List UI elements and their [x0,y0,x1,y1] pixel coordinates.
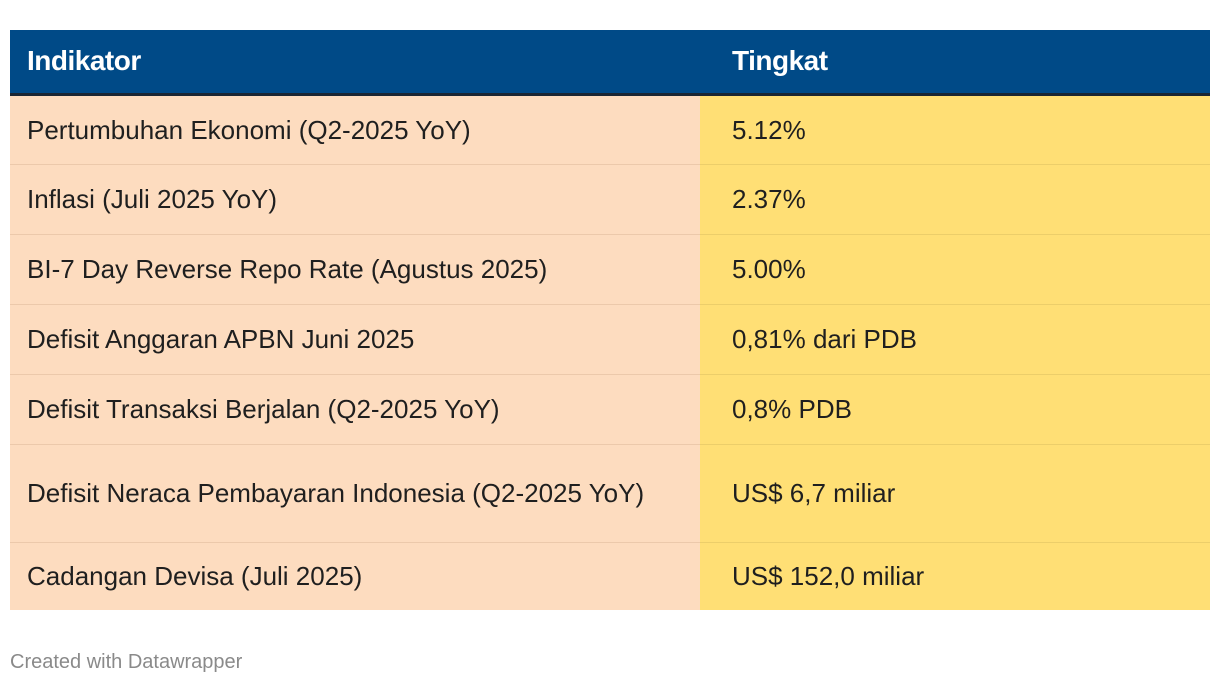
value-cell: 0,81% dari PDB [700,303,1210,374]
indicator-cell: BI-7 Day Reverse Repo Rate (Agustus 2025… [10,233,700,304]
header-indikator[interactable]: Indikator [10,30,700,96]
value-cell: 2.37% [700,163,1210,234]
indicator-cell: Defisit Transaksi Berjalan (Q2-2025 YoY) [10,373,700,444]
header-tingkat[interactable]: Tingkat [700,30,1210,96]
indicator-cell: Defisit Anggaran APBN Juni 2025 [10,303,700,374]
table-row: Inflasi (Juli 2025 YoY) 2.37% [10,163,1210,234]
value-cell: US$ 6,7 miliar [700,443,1210,542]
indicator-cell: Cadangan Devisa (Juli 2025) [10,541,700,610]
table-header-row: Indikator Tingkat [10,30,1210,96]
datawrapper-credit[interactable]: Created with Datawrapper [10,651,243,673]
table-row: Pertumbuhan Ekonomi (Q2-2025 YoY) 5.12% [10,94,1210,164]
indicator-cell: Pertumbuhan Ekonomi (Q2-2025 YoY) [10,94,700,164]
table-row: BI-7 Day Reverse Repo Rate (Agustus 2025… [10,233,1210,304]
value-cell: US$ 152,0 miliar [700,541,1210,610]
value-cell: 5.00% [700,233,1210,304]
table-row: Defisit Transaksi Berjalan (Q2-2025 YoY)… [10,373,1210,444]
value-cell: 0,8% PDB [700,373,1210,444]
indicator-cell: Inflasi (Juli 2025 YoY) [10,163,700,234]
table-row: Defisit Neraca Pembayaran Indonesia (Q2-… [10,443,1210,542]
data-table: Indikator Tingkat Pertumbuhan Ekonomi (Q… [10,30,1210,610]
table-row: Cadangan Devisa (Juli 2025) US$ 152,0 mi… [10,541,1210,610]
indicator-cell: Defisit Neraca Pembayaran Indonesia (Q2-… [10,443,700,542]
data-table-container: Indikator Tingkat Pertumbuhan Ekonomi (Q… [10,30,1210,610]
value-cell: 5.12% [700,94,1210,164]
table-row: Defisit Anggaran APBN Juni 2025 0,81% da… [10,303,1210,374]
